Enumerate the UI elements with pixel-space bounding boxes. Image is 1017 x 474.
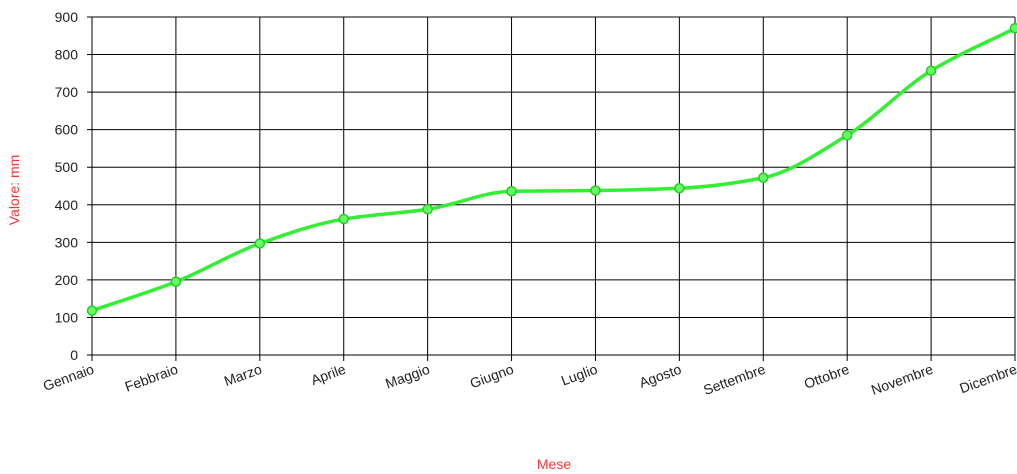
- x-tick-label: Ottobre: [802, 361, 852, 392]
- axes: [87, 16, 1016, 361]
- x-tick-label: Gennaio: [41, 361, 96, 394]
- x-tick-label: Marzo: [222, 361, 264, 389]
- series: [86, 23, 1017, 316]
- x-tick-label: Aprile: [309, 361, 348, 388]
- data-point-novembre: [925, 65, 937, 76]
- y-tick-labels: 0 100 200 300 400 500 600 700 800 900: [55, 9, 79, 363]
- y-tick-label: 200: [55, 272, 79, 288]
- y-tick-label: 900: [55, 9, 79, 25]
- data-point-aprile: [338, 213, 349, 225]
- grid: [92, 16, 1016, 355]
- data-point-maggio: [422, 204, 433, 215]
- y-tick-label: 100: [55, 309, 79, 325]
- y-tick-label: 400: [55, 197, 79, 213]
- data-point-luglio: [590, 185, 601, 196]
- y-axis-title: Valore: mm: [6, 155, 22, 226]
- x-tick-labels: Gennaio Febbraio Marzo Aprile Maggio Giugno Lu…: [41, 361, 1017, 398]
- x-axis-title: Mese: [537, 456, 571, 472]
- series-line: [90, 26, 1017, 313]
- x-tick-label: Febbraio: [123, 361, 181, 395]
- x-tick-label: Novembre: [869, 361, 935, 398]
- x-tick-label: Dicembre: [957, 361, 1017, 397]
- y-tick-label: 500: [55, 159, 79, 175]
- data-point-marzo: [254, 238, 266, 249]
- data-point-febbraio: [170, 276, 182, 288]
- x-tick-label: Giugno: [468, 361, 516, 392]
- y-tick-label: 300: [55, 234, 79, 250]
- data-point-dicembre: [1009, 23, 1017, 34]
- x-tick-label: Luglio: [559, 361, 600, 389]
- data-point-agosto: [674, 183, 685, 194]
- x-tick-label: Maggio: [383, 361, 432, 392]
- y-tick-label: 0: [70, 347, 78, 363]
- data-point-ottobre: [841, 130, 853, 141]
- data-point-giugno: [506, 186, 517, 197]
- x-tick-label: Settembre: [701, 361, 767, 398]
- x-tick-label: Agosto: [637, 361, 684, 391]
- data-point-gennaio: [86, 305, 98, 316]
- y-tick-label: 600: [55, 122, 79, 138]
- y-tick-label: 700: [55, 84, 79, 100]
- y-tick-label: 800: [55, 47, 79, 63]
- data-point-settembre: [758, 172, 769, 183]
